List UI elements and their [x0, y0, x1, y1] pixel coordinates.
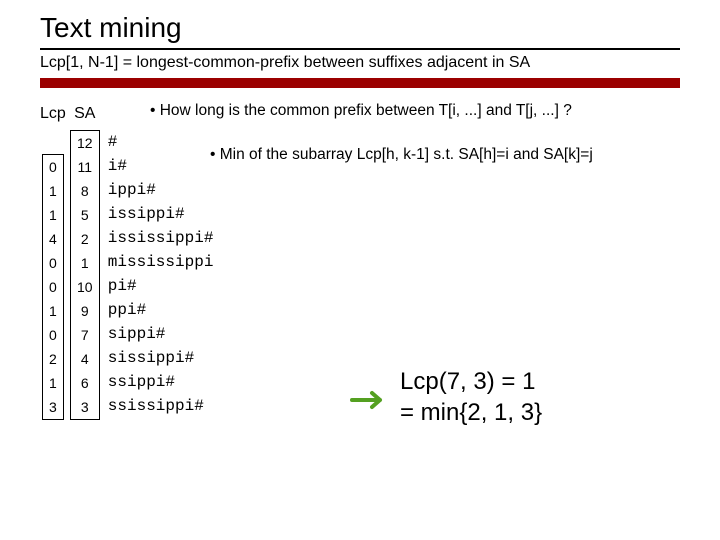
result-line-1: Lcp(7, 3) = 1	[400, 366, 542, 397]
suffix-cell: issippi#	[106, 202, 214, 226]
page-title: Text mining	[40, 12, 680, 44]
sa-cell: 8	[71, 179, 99, 203]
suffix-cells: #i#ippi#issippi#ississippi#mississippipi…	[106, 130, 214, 418]
sa-cell: 6	[71, 371, 99, 395]
question-1: • How long is the common prefix between …	[150, 102, 716, 120]
lcp-header: Lcp	[40, 102, 66, 126]
question-2: • Min of the subarray Lcp[h, k-1] s.t. S…	[210, 146, 716, 164]
title-underline	[40, 48, 680, 50]
suffix-cell: ippi#	[106, 178, 214, 202]
lcp-cell: 0	[43, 323, 63, 347]
lcp-cell: 0	[43, 275, 63, 299]
sa-cell: 12	[71, 131, 99, 155]
lcp-cell: 2	[43, 347, 63, 371]
suffix-cell: mississippi	[106, 250, 214, 274]
suffix-column: #i#ippi#issippi#ississippi#mississippipi…	[106, 102, 214, 418]
suffix-cell: sissippi#	[106, 346, 214, 370]
suffix-cell: ississippi#	[106, 226, 214, 250]
result-line-2: = min{2, 1, 3}	[400, 397, 542, 428]
lcp-cell: 1	[43, 179, 63, 203]
lcp-cell: 1	[43, 371, 63, 395]
sa-cell: 1	[71, 251, 99, 275]
suffix-cell: ssippi#	[106, 370, 214, 394]
sa-cells: 121185211097463	[70, 130, 100, 420]
lcp-column: Lcp 01140010213	[40, 102, 66, 420]
suffix-cell: sippi#	[106, 322, 214, 346]
suffix-cell: i#	[106, 154, 214, 178]
lcp-cell: 4	[43, 227, 63, 251]
lcp-cell: 3	[43, 395, 63, 419]
suffix-cell: pi#	[106, 274, 214, 298]
sa-cell: 5	[71, 203, 99, 227]
lcp-cell: 1	[43, 299, 63, 323]
lcp-cell: 0	[43, 251, 63, 275]
suffix-cell: #	[106, 130, 214, 154]
sa-column: SA 121185211097463	[70, 102, 100, 420]
sa-cell: 11	[71, 155, 99, 179]
sa-header: SA	[74, 102, 95, 126]
lcp-cell: 1	[43, 203, 63, 227]
accent-bar	[40, 78, 680, 88]
lcp-cell: 0	[43, 155, 63, 179]
sa-cell: 10	[71, 275, 99, 299]
suffix-cell: ppi#	[106, 298, 214, 322]
sa-cell: 7	[71, 323, 99, 347]
result-text: Lcp(7, 3) = 1 = min{2, 1, 3}	[400, 366, 542, 428]
arrow-icon	[350, 388, 390, 412]
sa-cell: 2	[71, 227, 99, 251]
lcp-cells: 01140010213	[42, 154, 64, 420]
sa-cell: 3	[71, 395, 99, 419]
sa-cell: 4	[71, 347, 99, 371]
suffix-cell: ssissippi#	[106, 394, 214, 418]
subtitle: Lcp[1, N-1] = longest-common-prefix betw…	[0, 52, 720, 78]
sa-cell: 9	[71, 299, 99, 323]
lcp-spacer	[43, 130, 63, 154]
